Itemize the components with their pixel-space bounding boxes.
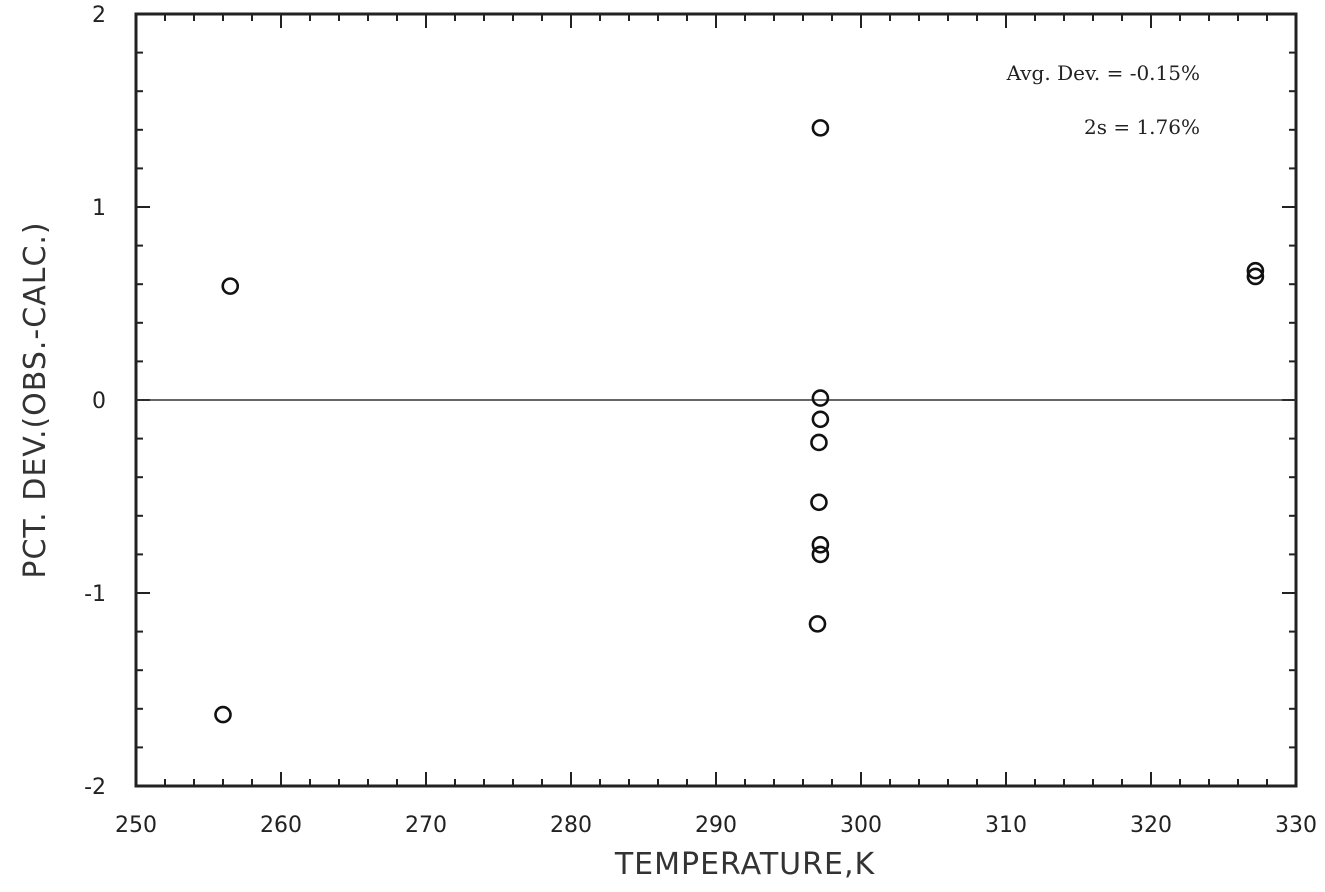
data-point — [810, 493, 828, 512]
x-tick-label: 260 — [260, 813, 302, 838]
tick-labels: 250 260 270 280 290 300 310 320 330 -2 -1 0 1 2 — [84, 3, 1317, 838]
data-point — [1246, 261, 1265, 280]
y-tick-label: 0 — [92, 389, 106, 414]
x-tick-label: 280 — [550, 813, 592, 838]
y-tick-label: -1 — [84, 582, 106, 607]
y-tick-label: 1 — [92, 196, 106, 221]
x-tick-label: 330 — [1275, 813, 1317, 838]
avg-dev-annotation: Avg. Dev. = -0.15% — [1006, 61, 1200, 85]
two-s-annotation: 2s = 1.76% — [1084, 115, 1200, 139]
data-point — [811, 389, 830, 407]
x-tick-label: 250 — [115, 813, 157, 838]
data-point — [811, 119, 830, 137]
x-tick-label: 300 — [840, 813, 882, 838]
data-point — [811, 410, 830, 429]
data-points — [214, 119, 1265, 724]
x-tick-label: 310 — [985, 813, 1027, 838]
x-axis-title: TEMPERATURE,K — [614, 847, 876, 882]
data-point — [1246, 267, 1265, 286]
y-tick-label: 2 — [92, 3, 106, 28]
y-axis-title: PCT. DEV.(OBS.-CALC.) — [18, 221, 53, 578]
x-tick-label: 270 — [405, 813, 447, 838]
data-point — [811, 545, 830, 564]
data-point — [811, 535, 830, 554]
x-tick-label: 320 — [1130, 813, 1172, 838]
data-point — [810, 433, 828, 452]
y-tick-label: -2 — [84, 775, 106, 800]
x-tick-label: 290 — [695, 813, 737, 838]
data-point — [214, 705, 232, 724]
data-point — [808, 615, 827, 633]
axis-ticks — [135, 13, 1297, 787]
data-point — [221, 277, 240, 295]
